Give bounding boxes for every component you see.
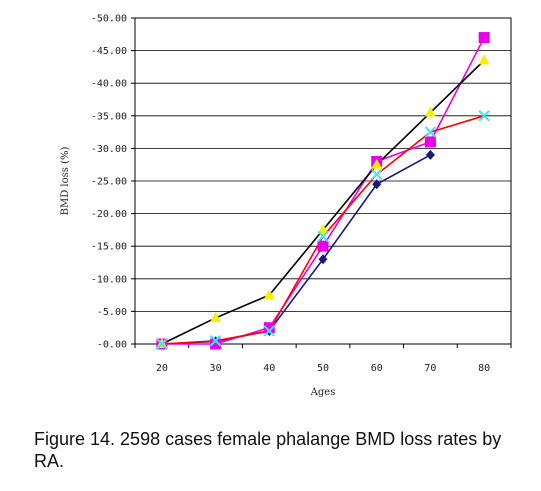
data-point-diamond [372,179,382,190]
series-markers [156,32,490,350]
data-point-triangle [263,289,275,300]
x-axis-title: Ages [310,387,336,398]
x-axis-ticks: 20 30 40 50 60 70 80 [134,344,512,374]
data-point-x [317,230,329,243]
data-point-x [371,168,383,181]
data-point-x [156,338,168,350]
x-tick-label: 50 [317,363,329,374]
x-tick-label: 60 [371,363,383,374]
y-tick-label: -20.00 [91,209,127,220]
grid-lines [135,50,511,312]
data-point-triangle [210,311,222,322]
data-point-triangle [317,223,329,234]
data-point-x [478,110,490,122]
y-tick-label: -40.00 [91,79,127,90]
y-tick-label: -15.00 [91,242,127,253]
x-tick-label: 20 [156,363,168,374]
data-point-square [263,322,275,334]
data-point-x [424,126,437,138]
data-point-square [210,338,222,350]
series-line [161,59,485,345]
data-point-x [209,335,222,347]
data-point-triangle [371,158,383,169]
y-tick-label: -0.00 [97,340,127,351]
data-point-square [478,32,490,44]
y-axis-ticks: -0.00 -5.00 -10.00 -15.00 -20.00 -25.00 -30.00… [91,14,135,351]
y-tick-label: -30.00 [91,144,127,155]
bmd-loss-chart: -0.00 -5.00 -10.00 -15.00 -20.00 -25.00 -30.00… [60,14,512,398]
data-point-square [317,240,329,252]
y-tick-label: -25.00 [91,177,127,188]
data-point-diamond [425,149,435,160]
y-axis-title: BMD loss (%) [60,147,71,216]
x-tick-label: 80 [478,363,490,374]
y-tick-label: -35.00 [91,111,127,122]
y-tick-label: -50.00 [91,14,127,25]
data-point-square [424,136,436,148]
data-point-x [263,325,275,337]
y-tick-label: -10.00 [91,274,127,285]
x-tick-label: 40 [263,363,275,374]
data-point-triangle [424,106,436,117]
x-tick-label: 30 [210,363,222,374]
x-tick-label: 70 [424,363,436,374]
figure-caption: Figure 14. 2598 cases female phalange BM… [34,429,502,471]
data-point-diamond [318,254,328,265]
series-line [161,154,431,345]
y-tick-label: -45.00 [91,46,127,57]
data-point-triangle [478,54,490,65]
y-tick-label: -5.00 [97,307,127,318]
